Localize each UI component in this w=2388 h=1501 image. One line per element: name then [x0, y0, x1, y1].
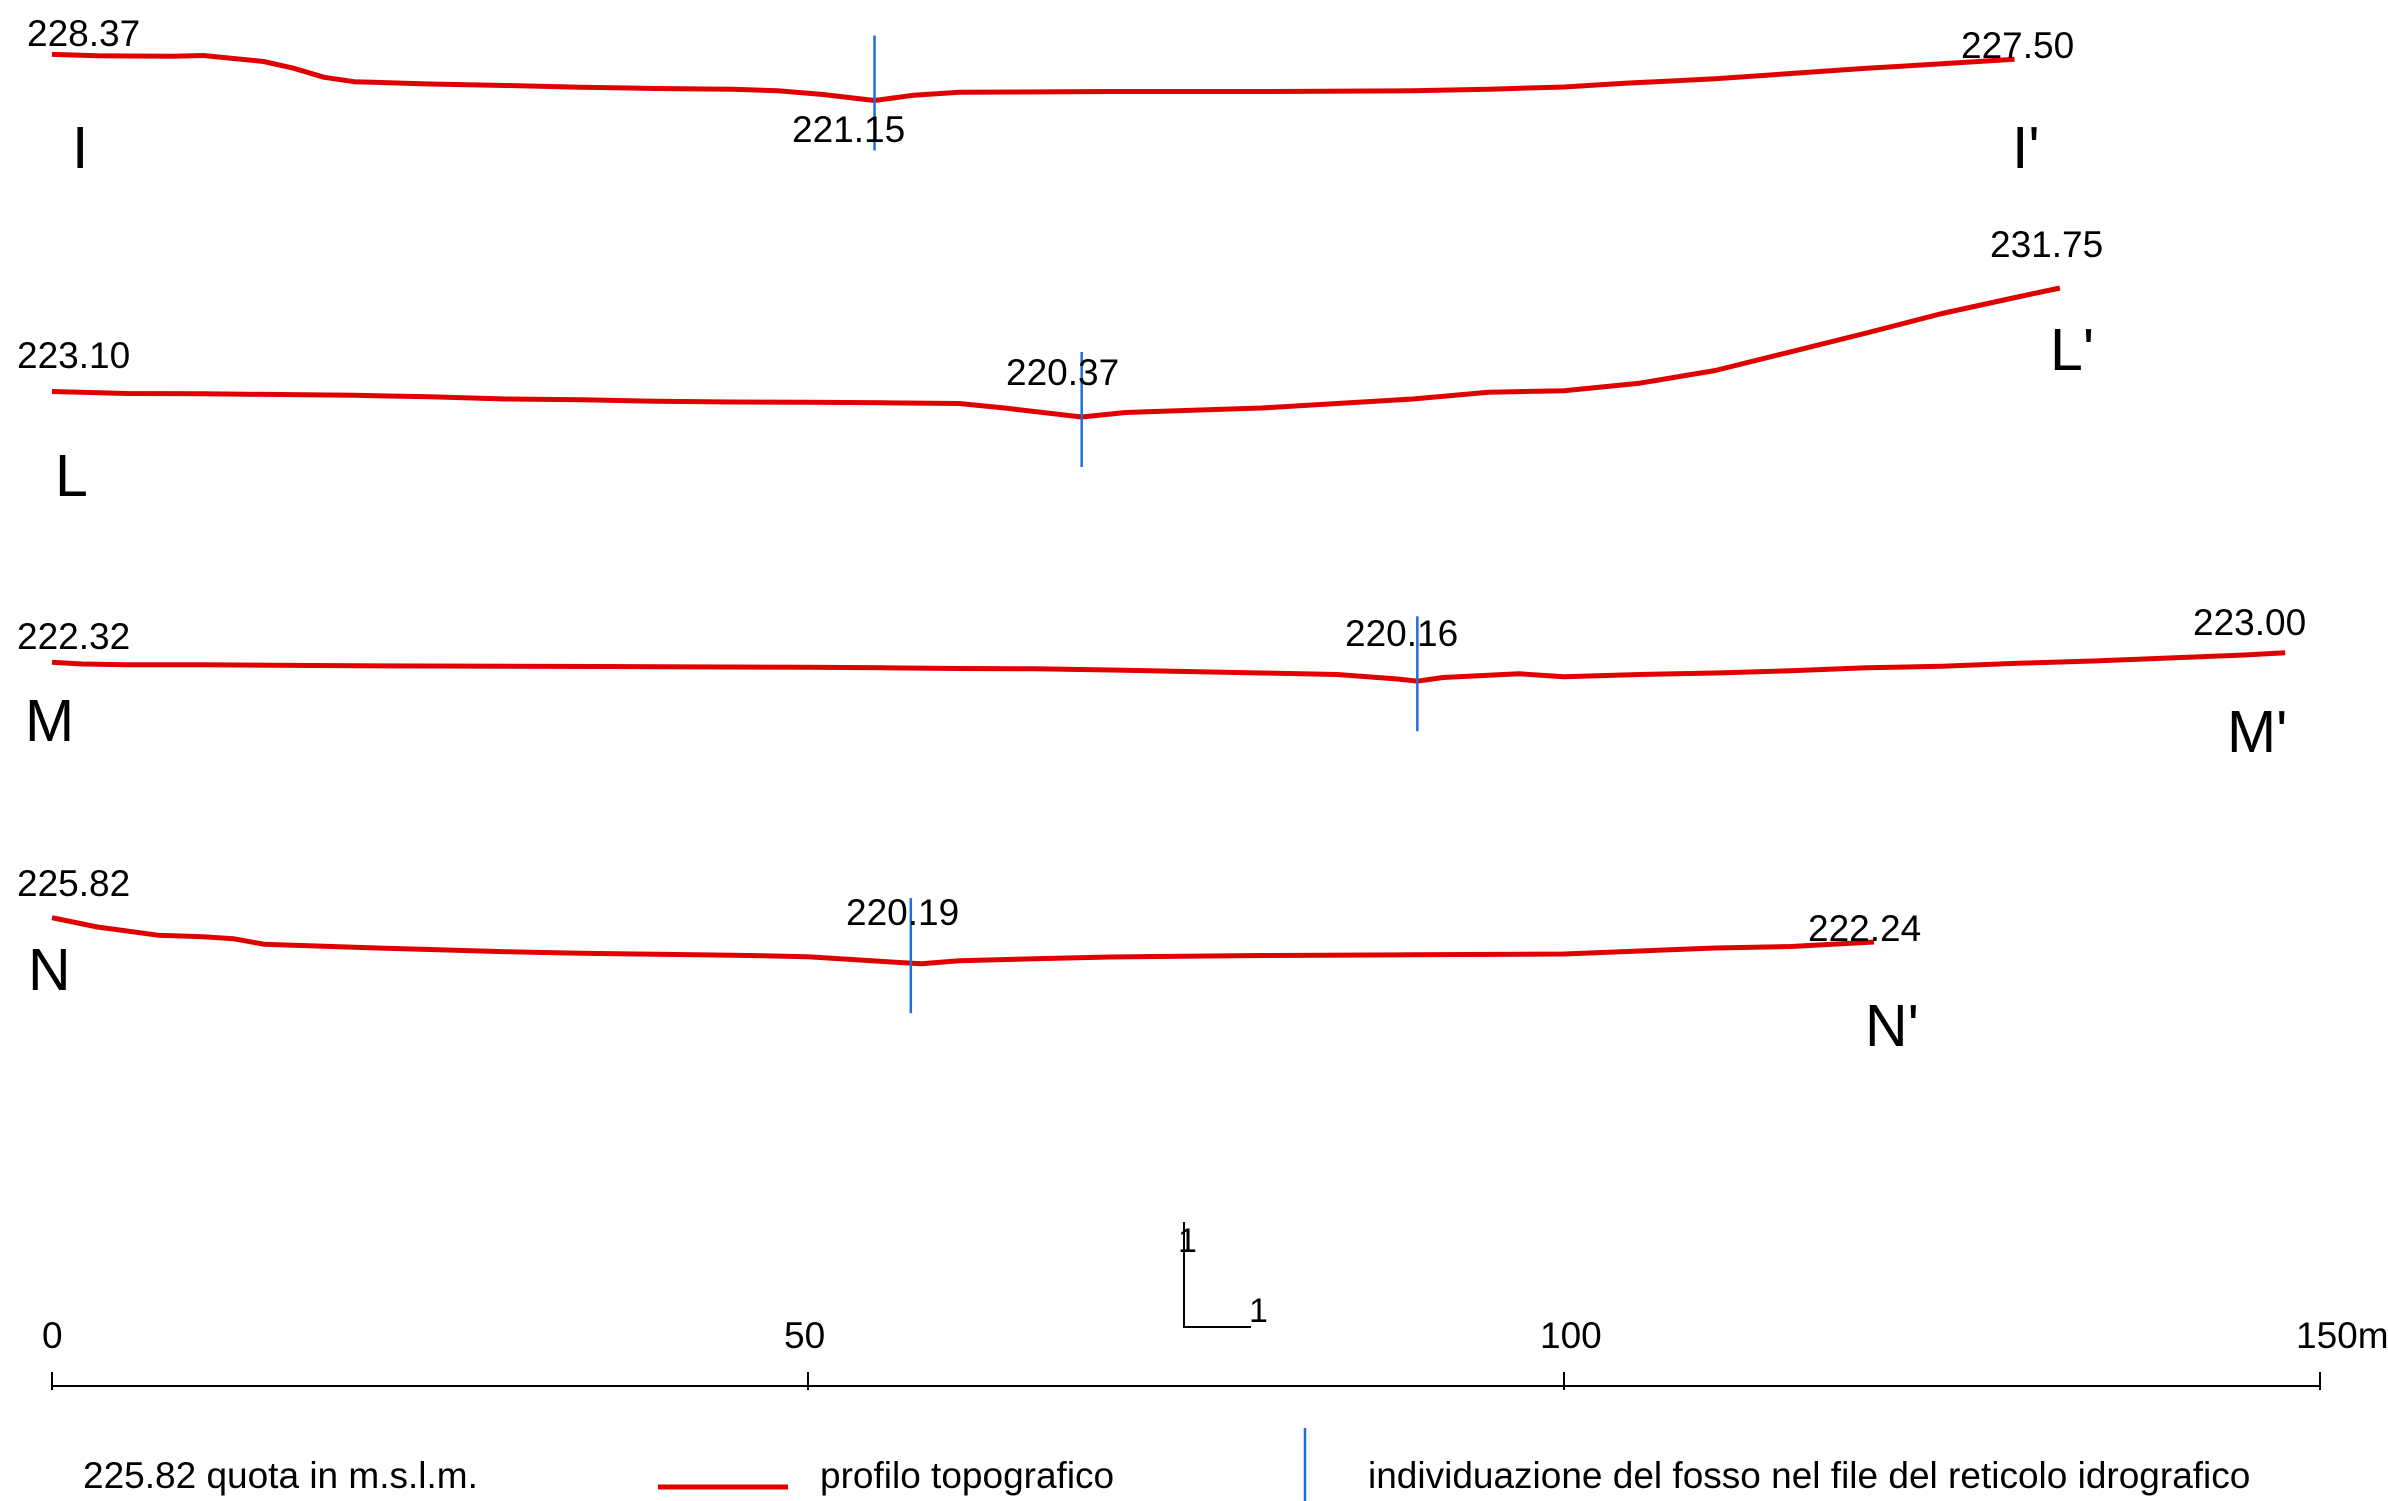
- profile-m-start-elevation: 222.32: [17, 616, 130, 657]
- scale-bar-label-0: 0: [42, 1315, 63, 1356]
- legend-elevation-text: 225.82 quota in m.s.l.m.: [83, 1455, 478, 1496]
- profile-i-start-elevation: 228.37: [27, 13, 140, 54]
- profile-m-end-label: M': [2227, 699, 2287, 765]
- ratio-vertical-label: 1: [1178, 1222, 1197, 1260]
- profile-n-end-elevation: 222.24: [1808, 908, 1921, 949]
- profile-m-channel-elevation: 220.16: [1345, 613, 1458, 654]
- profile-m-line: [51, 650, 2286, 684]
- scale-bar: 0 50 100 150m: [42, 1315, 2388, 1390]
- profile-i-start-label: I: [72, 115, 88, 181]
- scale-bar-label-100: 100: [1540, 1315, 1602, 1356]
- profile-l-end-label: L': [2050, 317, 2094, 383]
- profile-m-start-label: M: [25, 688, 74, 754]
- legend-channel-text: individuazione del fosso nel file del re…: [1368, 1455, 2250, 1496]
- profile-l-end-elevation: 231.75: [1990, 224, 2103, 265]
- profile-n-line: [51, 915, 1875, 967]
- profile-n-start-elevation: 225.82: [17, 863, 130, 904]
- profile-i-line: [51, 51, 2015, 103]
- legend: 225.82 quota in m.s.l.m. profilo topogra…: [83, 1428, 2250, 1501]
- scale-bar-label-150: 150m: [2296, 1315, 2388, 1356]
- profile-i-end-label: I': [2012, 115, 2040, 181]
- scale-ratio-indicator: 1 1: [1178, 1222, 1268, 1330]
- profile-l-channel-elevation: 220.37: [1006, 352, 1119, 393]
- profile-i-group: 228.37 227.50 221.15 I I': [27, 13, 2074, 181]
- profile-n-group: 225.82 222.24 220.19 N N': [17, 863, 1921, 1059]
- scale-bar-label-50: 50: [784, 1315, 825, 1356]
- legend-profile-text: profilo topografico: [820, 1455, 1114, 1496]
- profile-l-start-elevation: 223.10: [17, 335, 130, 376]
- profile-l-start-label: L: [55, 443, 88, 509]
- profile-l-group: 223.10 231.75 220.37 L L': [17, 224, 2103, 509]
- profile-n-channel-elevation: 220.19: [846, 892, 959, 933]
- profile-n-start-label: N: [28, 937, 71, 1003]
- profile-n-end-label: N': [1865, 993, 1919, 1059]
- profile-i-channel-elevation: 221.15: [792, 109, 905, 150]
- ratio-corner-lines: [1183, 1222, 1251, 1328]
- profile-m-group: 222.32 223.00 220.16 M M': [17, 602, 2306, 765]
- profile-m-end-elevation: 223.00: [2193, 602, 2306, 643]
- ratio-horizontal-label: 1: [1249, 1292, 1268, 1330]
- profile-i-end-elevation: 227.50: [1961, 25, 2074, 66]
